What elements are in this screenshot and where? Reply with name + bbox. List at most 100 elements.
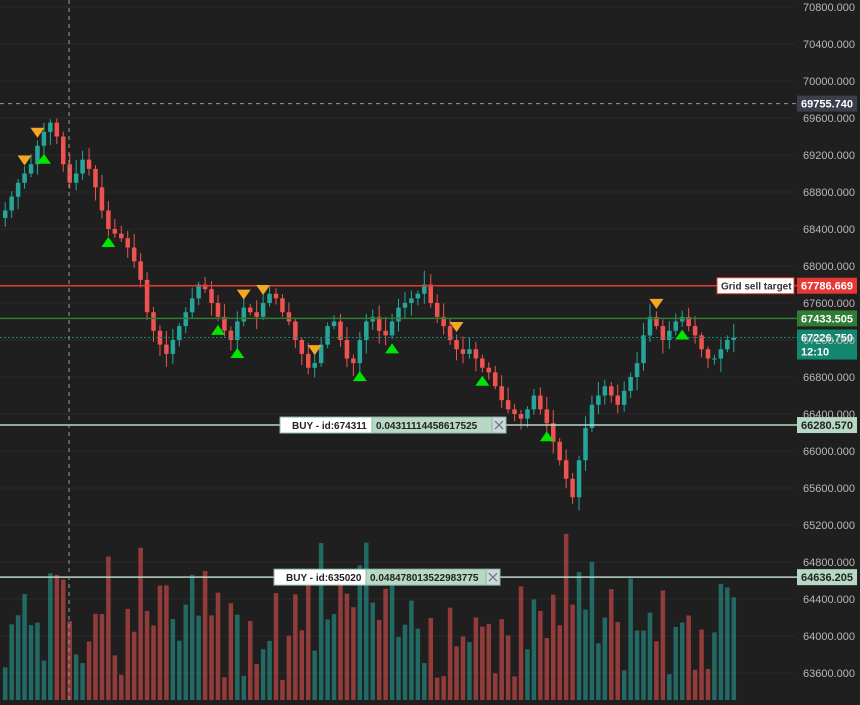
- volume-bar: [125, 608, 130, 700]
- candle-body: [170, 340, 176, 354]
- candle-body: [415, 293, 421, 299]
- volume-bar: [151, 625, 156, 700]
- volume-bar: [357, 565, 363, 700]
- candle-body: [93, 168, 98, 188]
- volume-bar: [106, 556, 111, 700]
- volume-bar: [718, 583, 724, 700]
- order-label[interactable]: BUY - id:674311 0.04311114458617525: [279, 416, 507, 434]
- candle-body: [505, 400, 511, 410]
- axis-tick-label: 66400.000: [803, 409, 855, 421]
- candle-body: [402, 303, 408, 308]
- volume-bar: [686, 615, 691, 700]
- volume-bar: [434, 677, 440, 700]
- candle-body: [331, 321, 337, 327]
- candle-body: [247, 307, 253, 313]
- candle-body: [492, 372, 498, 387]
- order-side-label: BUY - id:635020: [286, 573, 362, 584]
- candle-body: [389, 321, 395, 336]
- sell-marker-icon: [236, 289, 251, 300]
- volume-bar: [170, 619, 176, 700]
- axis-tick-label: 65200.000: [803, 520, 855, 532]
- candle-body: [660, 326, 666, 340]
- candle-body: [512, 409, 517, 414]
- candle-body: [538, 395, 543, 410]
- buy-marker-icon: [385, 343, 400, 354]
- candle-body: [460, 349, 466, 354]
- candle-body: [409, 298, 414, 303]
- volume-bar: [305, 577, 311, 700]
- volume-bar: [196, 615, 201, 700]
- volume-bar: [583, 609, 588, 700]
- volume-bar: [247, 620, 253, 700]
- candle-body: [596, 395, 601, 405]
- volume-bar: [28, 625, 34, 700]
- candle-body: [441, 316, 446, 327]
- volume-bar: [280, 679, 285, 700]
- candle-body: [396, 307, 401, 322]
- axis-tick-label: 67200.000: [803, 335, 855, 347]
- close-cross: [488, 572, 498, 582]
- volume-bar: [267, 640, 272, 700]
- candle-body: [499, 386, 504, 401]
- volume-bar: [273, 593, 279, 700]
- candle-body: [157, 330, 163, 345]
- volume-bar: [138, 547, 143, 700]
- volume-bar: [9, 624, 14, 700]
- axis-tick-label: 65600.000: [803, 483, 855, 495]
- axis-tick-label: 68800.000: [803, 187, 855, 199]
- candle-body: [338, 321, 343, 340]
- volume-bar: [660, 590, 666, 700]
- buy-marker-icon: [36, 153, 51, 164]
- volume-bar: [570, 604, 575, 700]
- candle-body: [99, 187, 105, 211]
- close-icon[interactable]: [485, 568, 501, 586]
- volume-bar: [260, 649, 266, 700]
- volume-bar: [254, 663, 259, 700]
- axis-tick-label: 64800.000: [803, 557, 855, 569]
- candle-body: [654, 316, 659, 327]
- volume-bar: [54, 574, 60, 700]
- close-icon[interactable]: [491, 416, 507, 434]
- candle-body: [22, 173, 27, 183]
- volume-bar: [22, 594, 27, 700]
- buy-marker-icon: [230, 348, 245, 358]
- volume-bar: [467, 642, 472, 700]
- candle-body: [209, 289, 214, 303]
- axis-tick-label: 67600.000: [803, 298, 855, 310]
- sell-marker-icon: [649, 298, 664, 309]
- volume-bar: [486, 623, 492, 700]
- candle-body: [325, 326, 330, 345]
- volume-bar: [351, 607, 356, 700]
- axis-tick-label: 69600.000: [803, 113, 855, 125]
- volume-bar: [634, 630, 640, 700]
- candle-body: [267, 293, 272, 303]
- volume-bar: [331, 613, 337, 700]
- volume-bar: [241, 675, 247, 700]
- axis-tick-label: 70800.000: [803, 2, 855, 14]
- candle-body: [731, 337, 737, 340]
- grid-sell-target-label: Grid sell target: [721, 282, 792, 293]
- volume-bar: [48, 573, 53, 700]
- candle-body: [15, 182, 21, 197]
- axis-tick-label: 70000.000: [803, 76, 855, 88]
- candle-body: [576, 460, 582, 498]
- candle-body: [480, 358, 485, 368]
- close-cross: [494, 420, 504, 430]
- price-tag: [797, 569, 857, 586]
- volume-bar: [93, 613, 98, 700]
- volume-bar: [383, 588, 388, 700]
- volume-bar: [119, 674, 124, 700]
- volume-bar: [144, 610, 150, 700]
- axis-tick-label: 70400.000: [803, 39, 855, 51]
- countdown-label: 12:10: [801, 347, 829, 359]
- order-label[interactable]: BUY - id:635020 0.048478013522983775: [273, 568, 501, 586]
- candle-body: [112, 229, 118, 234]
- order-labels[interactable]: BUY - id:674311 0.04311114458617525 BUY - …: [273, 416, 507, 586]
- volume-bar: [428, 617, 434, 700]
- candle-body: [9, 196, 14, 211]
- volume-bar: [189, 574, 195, 700]
- volume-bar: [538, 610, 543, 700]
- candle-body: [189, 298, 195, 313]
